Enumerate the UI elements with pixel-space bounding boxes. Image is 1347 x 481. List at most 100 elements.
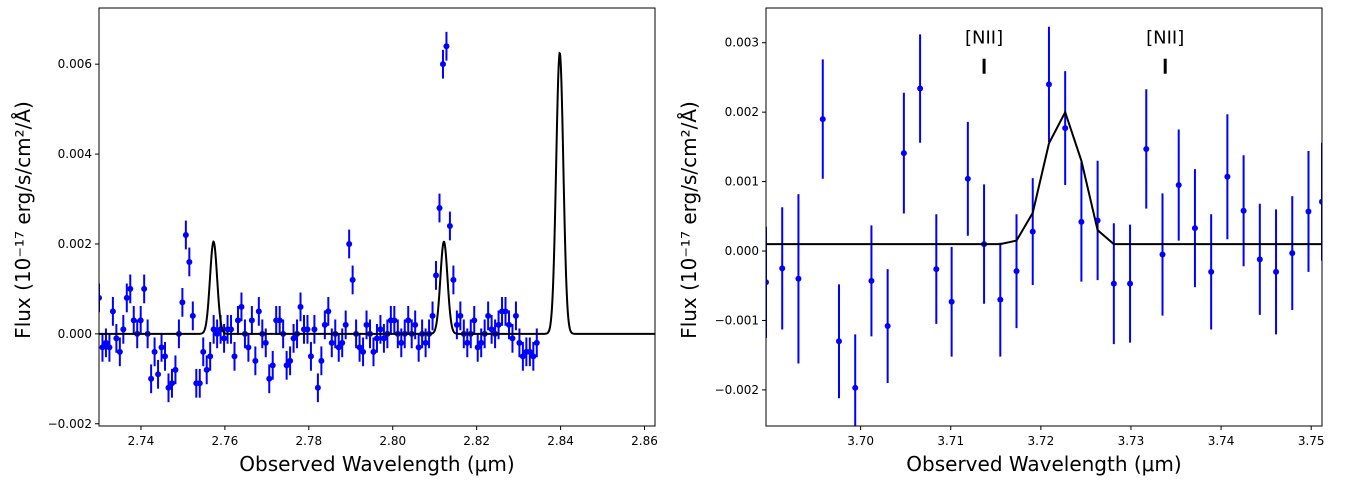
data-point (1240, 207, 1247, 214)
data-point (328, 339, 335, 346)
data-point (311, 326, 318, 333)
x-tick-label: 2.76 (212, 434, 239, 448)
plot-area (766, 26, 1322, 426)
x-tick-label: 3.75 (1298, 434, 1325, 448)
data-point (436, 205, 443, 212)
data-point (168, 380, 175, 387)
data-point (252, 357, 259, 364)
data-point (1289, 250, 1296, 257)
data-point (127, 285, 134, 292)
data-point (453, 321, 460, 328)
data-point (287, 357, 294, 364)
right-spectrum-panel: 3.70 3.71 3.72 3.73 3.74 3.75 −0.002 −0.001 0.00… (677, 7, 1325, 476)
plot-area (99, 31, 655, 403)
data-point (471, 317, 478, 324)
data-point (835, 338, 842, 345)
data-point (1175, 182, 1182, 189)
data-point (530, 353, 537, 360)
data-point (325, 308, 332, 315)
data-point (377, 326, 384, 333)
data-point (141, 285, 148, 292)
data-point (200, 348, 207, 355)
data-point (1319, 198, 1322, 205)
data-point (373, 335, 380, 342)
x-tick-label: 2.82 (463, 434, 490, 448)
data-point (852, 384, 859, 391)
data-point (900, 150, 907, 157)
data-point (450, 276, 457, 283)
data-point (165, 384, 172, 391)
data-point (290, 335, 297, 342)
data-point (526, 348, 533, 355)
data-point (349, 276, 356, 283)
data-point (868, 277, 875, 284)
data-point (234, 317, 241, 324)
data-point (1256, 256, 1263, 263)
x-tick-label: 3.70 (847, 434, 874, 448)
data-point (116, 348, 123, 355)
data-point (297, 303, 304, 310)
data-point (214, 330, 221, 337)
x-tick-label: 2.74 (128, 434, 155, 448)
data-point (245, 344, 252, 351)
data-point (779, 265, 786, 272)
data-point (1013, 268, 1020, 275)
data-point (179, 299, 186, 306)
x-tick-label: 3.71 (937, 434, 964, 448)
data-point (380, 335, 387, 342)
data-point (231, 353, 238, 360)
data-point (221, 335, 228, 342)
data-point (335, 344, 342, 351)
data-point (186, 258, 193, 265)
data-point (964, 175, 971, 182)
x-tick-label: 2.84 (547, 434, 574, 448)
y-axis-label: Flux (10⁻¹⁷ erg/s/cm²/Å) (677, 101, 701, 339)
x-tick-label: 2.80 (379, 434, 406, 448)
data-point (1045, 81, 1052, 88)
data-point (283, 362, 290, 369)
y-tick-label: 0.003 (725, 36, 759, 50)
x-tick-label: 3.72 (1027, 434, 1054, 448)
data-point (1062, 125, 1069, 132)
data-point (933, 266, 940, 273)
data-point (398, 339, 405, 346)
data-point (120, 326, 127, 333)
data-point (342, 321, 349, 328)
data-point (516, 339, 523, 346)
y-tick-label: 0.002 (58, 237, 92, 251)
data-point (228, 326, 235, 333)
data-point (429, 312, 436, 319)
data-point (443, 43, 450, 50)
data-point (99, 344, 106, 351)
data-point (415, 344, 422, 351)
left-spectrum-panel: 2.74 2.76 2.78 2.80 2.82 2.84 2.86 −0.002 0.000 0… (11, 7, 658, 476)
data-point (1273, 268, 1280, 275)
data-point (207, 353, 214, 360)
data-point (99, 294, 102, 301)
data-point (356, 344, 363, 351)
data-point (1029, 228, 1036, 235)
axes-frame (98, 7, 656, 427)
data-point (172, 366, 179, 373)
y-axis-label: Flux (10⁻¹⁷ erg/s/cm²/Å) (11, 101, 35, 339)
axes-frame (765, 7, 1323, 427)
x-tick-label: 2.78 (295, 434, 322, 448)
data-point (158, 344, 165, 351)
data-point (1159, 251, 1166, 258)
data-point (391, 317, 398, 324)
data-point (196, 380, 203, 387)
data-point (495, 321, 502, 328)
data-point (533, 339, 540, 346)
data-point (137, 317, 144, 324)
data-point (276, 317, 283, 324)
y-tick-label: −0.002 (48, 417, 92, 431)
data-point (339, 339, 346, 346)
data-point (370, 348, 377, 355)
data-point (360, 348, 367, 355)
data-point (1208, 268, 1215, 275)
data-point (474, 344, 481, 351)
data-point (203, 366, 210, 373)
data-point (321, 321, 328, 328)
data-point (210, 326, 217, 333)
